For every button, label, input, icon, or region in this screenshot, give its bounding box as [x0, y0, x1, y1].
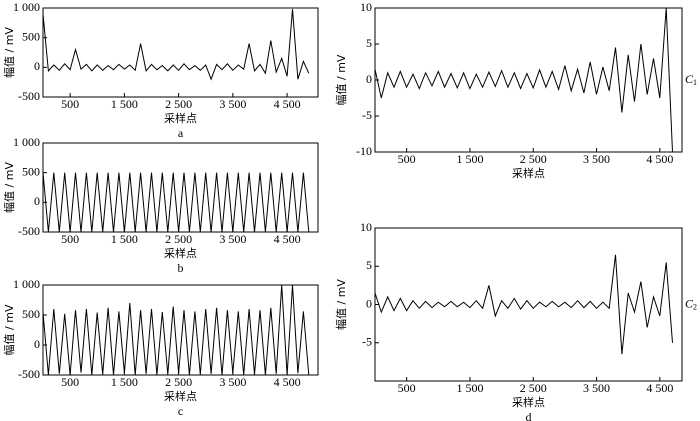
x-tick-label: 3 500 — [219, 232, 246, 246]
x-tick-label: 3 500 — [583, 152, 610, 166]
x-tick-label: 4 500 — [274, 97, 301, 111]
signal-line — [374, 254, 673, 355]
panel-label: a — [178, 126, 184, 140]
x-axis-label: 采样点 — [512, 395, 545, 409]
signal-line — [42, 9, 310, 81]
plot-frame — [42, 142, 319, 233]
y-tick-label: 0 — [366, 72, 372, 86]
panel-label: c — [178, 404, 183, 418]
x-tick-label: 2 500 — [165, 97, 192, 111]
x-tick-label: 1 500 — [456, 152, 483, 166]
y-tick-label: 0 — [34, 59, 40, 73]
signal-line — [42, 172, 310, 233]
plot-frame — [42, 284, 319, 376]
x-tick-label: 2 500 — [520, 152, 547, 166]
y-tick-label: 1 000 — [13, 277, 40, 291]
y-tick-label: 500 — [22, 164, 40, 178]
y-axis-label: 幅值 / mV — [335, 54, 348, 105]
x-tick-label: 3 500 — [219, 97, 246, 111]
x-tick-label: 2 500 — [165, 375, 192, 389]
annotation-text: C — [685, 72, 694, 86]
y-axis-label: 幅值 / mV — [3, 27, 16, 78]
y-tick-label: -500 — [18, 89, 40, 103]
x-tick-label: 3 500 — [583, 381, 610, 395]
y-tick-label: -5 — [362, 108, 372, 122]
x-tick-label: 3 500 — [219, 375, 246, 389]
y-tick-label: -500 — [18, 224, 40, 238]
y-tick-label: 5 — [366, 258, 372, 272]
y-tick-label: 5 — [366, 36, 372, 50]
y-tick-label: 0 — [366, 296, 372, 310]
x-tick-label: 4 500 — [646, 381, 673, 395]
x-tick-label: 1 500 — [111, 375, 138, 389]
x-tick-label: 500 — [61, 375, 79, 389]
x-tick-label: 500 — [398, 381, 416, 395]
x-tick-label: 2 500 — [165, 232, 192, 246]
y-axis-label: 幅值 / mV — [335, 279, 348, 330]
annotation: C1 — [685, 72, 697, 87]
y-axis-label: 幅值 / mV — [3, 304, 16, 355]
plot-frame — [374, 7, 683, 153]
x-axis-label: 采样点 — [164, 246, 197, 260]
x-tick-label: 500 — [61, 232, 79, 246]
panel-label: d — [526, 410, 532, 421]
y-tick-label: 500 — [22, 307, 40, 321]
annotation-sub: 2 — [693, 302, 697, 311]
x-axis-label: 采样点 — [512, 166, 545, 180]
signal-line — [42, 284, 310, 376]
annotation-text: C — [685, 296, 694, 310]
y-tick-label: -500 — [18, 367, 40, 381]
y-tick-label: 0 — [34, 337, 40, 351]
plot-frame — [374, 227, 683, 382]
x-tick-label: 4 500 — [274, 375, 301, 389]
signal-line — [374, 7, 673, 153]
y-tick-label: -10 — [356, 144, 372, 158]
y-axis-label: 幅值 / mV — [3, 162, 16, 213]
y-tick-label: 10 — [360, 0, 372, 14]
x-tick-label: 500 — [398, 152, 416, 166]
panel-label: b — [178, 261, 184, 275]
x-tick-label: 1 500 — [111, 97, 138, 111]
x-tick-label: 500 — [61, 97, 79, 111]
annotation-sub: 1 — [693, 78, 697, 87]
y-tick-label: 0 — [34, 194, 40, 208]
y-tick-label: 1 000 — [13, 0, 40, 14]
x-axis-label: 采样点 — [164, 111, 197, 125]
y-tick-label: -5 — [362, 335, 372, 349]
x-tick-label: 4 500 — [274, 232, 301, 246]
y-tick-label: 500 — [22, 29, 40, 43]
y-tick-label: 10 — [360, 220, 372, 234]
y-tick-label: 1 000 — [13, 135, 40, 149]
x-axis-label: 采样点 — [164, 389, 197, 403]
x-tick-label: 1 500 — [111, 232, 138, 246]
x-tick-label: 1 500 — [456, 381, 483, 395]
x-tick-label: 2 500 — [520, 381, 547, 395]
annotation: C2 — [685, 296, 697, 311]
x-tick-label: 4 500 — [646, 152, 673, 166]
plot-frame — [42, 7, 319, 98]
